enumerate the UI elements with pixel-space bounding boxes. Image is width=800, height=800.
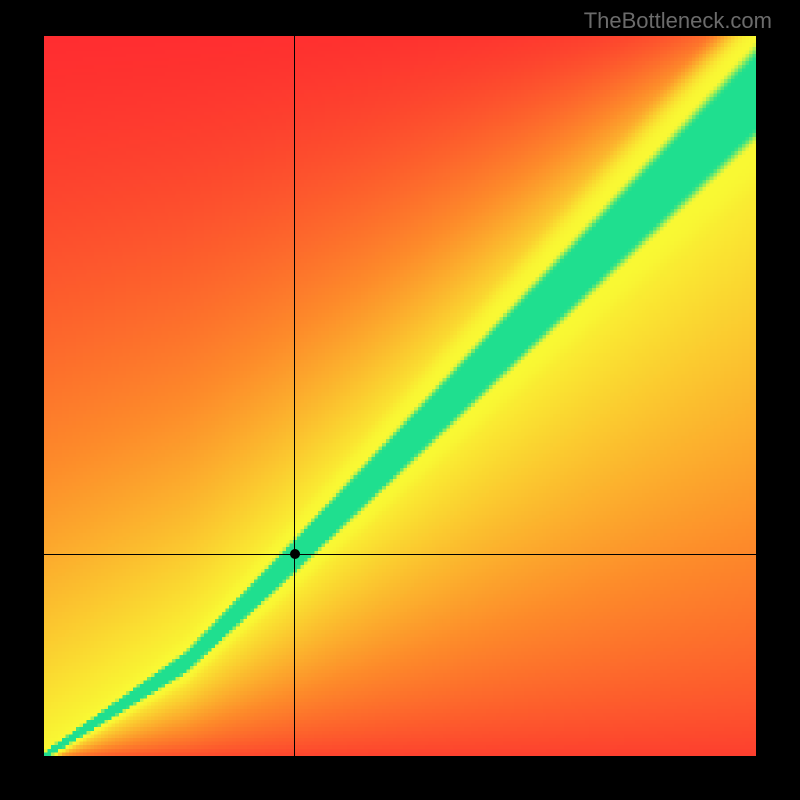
heatmap-canvas [44,36,756,756]
crosshair-vertical [294,36,295,756]
heatmap-plot [44,36,756,756]
watermark-text: TheBottleneck.com [584,8,772,34]
crosshair-horizontal [44,554,756,555]
crosshair-marker [290,549,300,559]
